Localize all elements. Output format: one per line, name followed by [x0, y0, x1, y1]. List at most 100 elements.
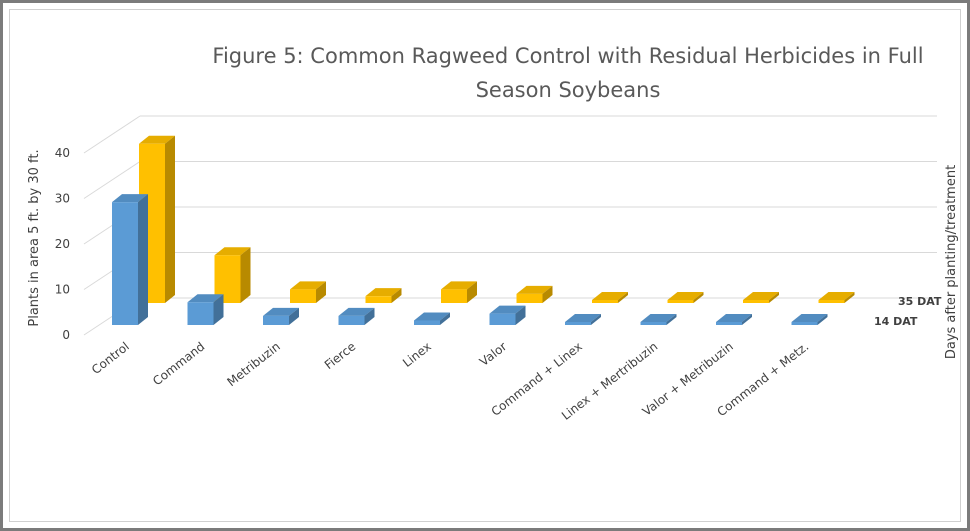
chart-title-line-2: Season Soybeans — [476, 78, 661, 102]
bar-top-face — [112, 194, 148, 203]
category-labels: Control Command Metribuzin Fierce Linex Valor… — [89, 339, 811, 423]
y-tick-label: 30 — [55, 192, 70, 206]
bar-side-face — [240, 247, 251, 303]
bar-top-face — [338, 307, 375, 316]
bar-side-face — [542, 285, 553, 303]
bar-top-face — [441, 281, 477, 290]
bar-front-face — [414, 320, 440, 325]
bar-side-face — [817, 314, 828, 325]
bar-top-face — [139, 135, 175, 144]
bar-front-face — [818, 300, 845, 303]
y-tick-label: 20 — [55, 237, 70, 251]
bar-series-14-dat — [640, 314, 677, 325]
category-label: Valor — [477, 339, 510, 369]
bar-series-35-dat — [818, 292, 855, 303]
bar-top-face — [592, 292, 628, 300]
bar-front-face — [640, 322, 667, 325]
bar-series-35-dat — [743, 292, 779, 303]
bar-front-face — [441, 289, 467, 303]
category-label: Metribuzin — [224, 339, 282, 389]
bar-front-face — [187, 302, 214, 325]
bar-side-face — [364, 307, 375, 325]
z-axis-label: Days after planting/treatment — [944, 165, 959, 359]
bar-side-face — [213, 294, 224, 325]
bar-side-face — [769, 292, 779, 303]
y-tick-label: 40 — [55, 146, 70, 160]
bar-front-face — [290, 289, 316, 303]
bar-series-14-dat — [187, 294, 224, 325]
bar-front-face — [667, 300, 694, 303]
bar-front-face — [791, 322, 818, 325]
bar-front-face — [516, 293, 543, 303]
category-label: Control — [89, 339, 132, 377]
bar-front-face — [112, 202, 138, 325]
bar-top-face — [489, 305, 526, 314]
chart-title-line-1: Figure 5: Common Ragweed Control with Re… — [212, 44, 923, 68]
bar-top-face — [743, 292, 779, 300]
bar-front-face — [716, 322, 742, 325]
bar-side-face — [316, 281, 326, 303]
bar-series-35-dat — [365, 288, 402, 303]
bar-top-face — [791, 314, 828, 322]
bar-top-face — [667, 292, 704, 300]
gridline-diagonal — [83, 161, 141, 199]
bar-side-face — [591, 314, 601, 325]
bar-top-face — [818, 292, 855, 300]
y-tick-labels: 0 10 20 30 40 — [55, 146, 70, 342]
bar-series-14-dat — [791, 314, 828, 325]
bar-series-35-dat — [667, 292, 704, 303]
bars — [112, 135, 855, 325]
bar-top-face — [290, 281, 326, 290]
bar-side-face — [391, 288, 402, 303]
category-label: Linex — [400, 339, 434, 370]
bar-side-face — [844, 292, 855, 303]
bar-side-face — [165, 135, 175, 303]
series-label-35-dat: 35 DAT — [898, 295, 942, 308]
bar-side-face — [666, 314, 677, 325]
bar-series-35-dat — [441, 281, 477, 303]
bar-front-face — [592, 300, 618, 303]
chart-area-border — [9, 9, 961, 522]
bar-top-face — [214, 247, 251, 256]
bar-series-14-dat — [565, 314, 601, 325]
bar-series-14-dat — [338, 307, 375, 325]
bar-side-face — [138, 194, 148, 325]
bar-side-face — [440, 312, 450, 325]
bar-top-face — [565, 314, 601, 322]
y-tick-label: 0 — [62, 328, 70, 342]
bar-top-face — [263, 307, 299, 316]
bar-side-face — [515, 305, 526, 325]
bar-front-face — [263, 315, 289, 325]
bar-series-14-dat — [489, 305, 526, 325]
category-label: Command — [150, 339, 207, 388]
bar-series-35-dat — [592, 292, 628, 303]
bar-top-face — [640, 314, 677, 322]
bar-series-14-dat — [414, 312, 450, 325]
bar-front-face — [743, 300, 769, 303]
bar-series-14-dat — [112, 194, 148, 325]
bar-series-35-dat — [290, 281, 326, 303]
gridline-diagonal — [83, 115, 141, 154]
bar-series-14-dat — [263, 307, 299, 325]
bar-side-face — [693, 292, 704, 303]
bar-front-face — [489, 313, 516, 325]
bar-top-face — [365, 288, 402, 297]
bar-side-face — [467, 281, 477, 303]
bar-top-face — [516, 285, 553, 294]
bar-side-face — [742, 314, 752, 325]
series-label-14-dat: 14 DAT — [874, 315, 918, 328]
bar-top-face — [716, 314, 752, 322]
bar-front-face — [565, 322, 591, 325]
y-axis-label: Plants in area 5 ft. by 30 ft. — [27, 149, 42, 326]
bar-top-face — [414, 312, 450, 321]
bar-front-face — [365, 296, 392, 303]
bar-top-face — [187, 294, 224, 303]
bar-side-face — [289, 307, 299, 325]
bar-series-35-dat — [516, 285, 553, 303]
bar-side-face — [618, 292, 628, 303]
bar-front-face — [338, 315, 365, 325]
bar-series-14-dat — [716, 314, 752, 325]
category-label: Fierce — [322, 339, 359, 372]
y-tick-label: 10 — [55, 283, 70, 297]
